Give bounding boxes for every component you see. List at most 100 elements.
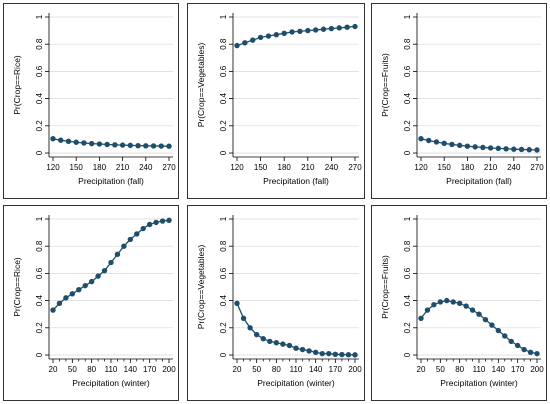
x-tick-label: 120	[414, 163, 428, 172]
data-point	[121, 243, 127, 249]
x-tick-label: 170	[329, 365, 343, 374]
x-tick-label: 210	[484, 163, 498, 172]
data-point	[247, 325, 253, 331]
data-point	[153, 219, 159, 226]
x-tick-label: 240	[507, 163, 521, 172]
data-point	[320, 26, 327, 32]
y-tick-label: 0.8	[35, 38, 44, 50]
data-point	[96, 141, 103, 147]
data-point	[326, 350, 332, 357]
data-point	[464, 143, 471, 149]
data-point	[495, 145, 502, 152]
x-tick-label: 140	[492, 365, 506, 374]
x-tick-label: 80	[455, 365, 464, 374]
series-line	[52, 138, 170, 147]
data-point	[150, 143, 157, 149]
data-point	[418, 315, 424, 321]
data-point	[344, 24, 350, 30]
x-tick-label: 210	[301, 163, 315, 172]
data-point	[58, 137, 64, 143]
y-tick-label: 1	[403, 14, 412, 19]
x-tick-label: 170	[143, 365, 157, 374]
y-tick-label: 1	[219, 14, 228, 19]
y-axis-title: Pr(Crop==Rice)	[12, 55, 22, 115]
y-tick-label: 0.6	[35, 267, 44, 279]
y-tick-label: 0.4	[219, 294, 228, 306]
panel-border	[187, 205, 365, 401]
data-point	[426, 137, 432, 144]
y-tick-label: 0.2	[35, 322, 44, 334]
panel-border	[3, 205, 179, 401]
y-tick-label: 0	[403, 352, 412, 357]
y-tick-label: 0.2	[403, 120, 412, 132]
data-point	[482, 316, 489, 323]
y-tick-label: 0.6	[219, 267, 228, 279]
y-tick-label: 0.2	[35, 120, 44, 132]
data-point	[146, 221, 153, 228]
x-tick-label: 270	[348, 163, 362, 172]
data-point	[449, 141, 455, 148]
data-point	[328, 25, 335, 32]
x-axis-title: Precipitation (winter)	[440, 378, 518, 388]
data-point	[521, 346, 527, 353]
x-tick-label: 110	[473, 365, 486, 374]
x-tick-label: 110	[290, 365, 303, 374]
data-point	[267, 338, 273, 345]
data-point	[502, 333, 508, 339]
data-point	[114, 251, 121, 258]
data-point	[336, 25, 342, 31]
x-tick-label: 180	[461, 163, 475, 172]
y-axis-title: Pr(Crop==Rice)	[12, 257, 22, 317]
data-point	[50, 307, 56, 313]
data-point	[332, 351, 339, 358]
series-line	[420, 138, 538, 151]
y-tick-label: 1	[35, 216, 44, 221]
x-axis-title: Precipitation (fall)	[78, 176, 144, 186]
x-tick-label: 270	[530, 163, 544, 172]
x-tick-label: 180	[93, 163, 107, 172]
data-point	[63, 295, 69, 301]
data-point	[487, 145, 494, 151]
data-point	[319, 350, 325, 357]
chart-panel: 0 0.2 0.4 0.6 0.8 1 20 50 80 110 140 170 200 Precipit…	[187, 205, 365, 401]
data-point	[312, 27, 319, 33]
data-point	[424, 307, 431, 313]
y-tick-label: 1	[219, 216, 228, 221]
y-tick-label: 0	[403, 150, 412, 155]
data-point	[469, 307, 476, 313]
data-point	[143, 143, 149, 149]
data-point	[119, 142, 126, 148]
x-tick-label: 200	[530, 365, 544, 374]
y-tick-label: 0	[35, 352, 44, 357]
data-point	[437, 299, 444, 305]
data-point	[456, 142, 463, 149]
data-point	[73, 139, 79, 145]
data-point	[527, 349, 534, 355]
data-point	[112, 142, 118, 148]
y-tick-label: 0.4	[35, 92, 44, 104]
x-axis-title: Precipitation (winter)	[72, 378, 150, 388]
data-point	[280, 341, 286, 347]
x-tick-label: 150	[438, 163, 452, 172]
y-tick-label: 0.4	[219, 92, 228, 104]
data-point	[286, 342, 293, 349]
panel-border	[371, 3, 547, 199]
data-point	[518, 146, 525, 153]
y-tick-label: 0.4	[403, 294, 412, 306]
x-tick-label: 210	[116, 163, 130, 172]
x-tick-label: 50	[68, 365, 77, 374]
data-point	[127, 236, 134, 243]
data-point	[104, 141, 110, 148]
data-point	[306, 348, 312, 354]
x-tick-label: 270	[162, 163, 176, 172]
panel-border	[3, 3, 179, 199]
x-tick-label: 150	[254, 163, 268, 172]
data-point	[250, 37, 256, 43]
x-tick-label: 120	[230, 163, 244, 172]
chart-panel: 0 0.2 0.4 0.6 0.8 1 120 150 180 210 240 270 Precipit…	[3, 3, 179, 199]
data-point	[240, 315, 247, 321]
data-point	[289, 29, 295, 35]
x-tick-label: 140	[309, 365, 323, 374]
data-point	[511, 146, 517, 152]
x-axis-title: Precipitation (fall)	[263, 176, 329, 186]
